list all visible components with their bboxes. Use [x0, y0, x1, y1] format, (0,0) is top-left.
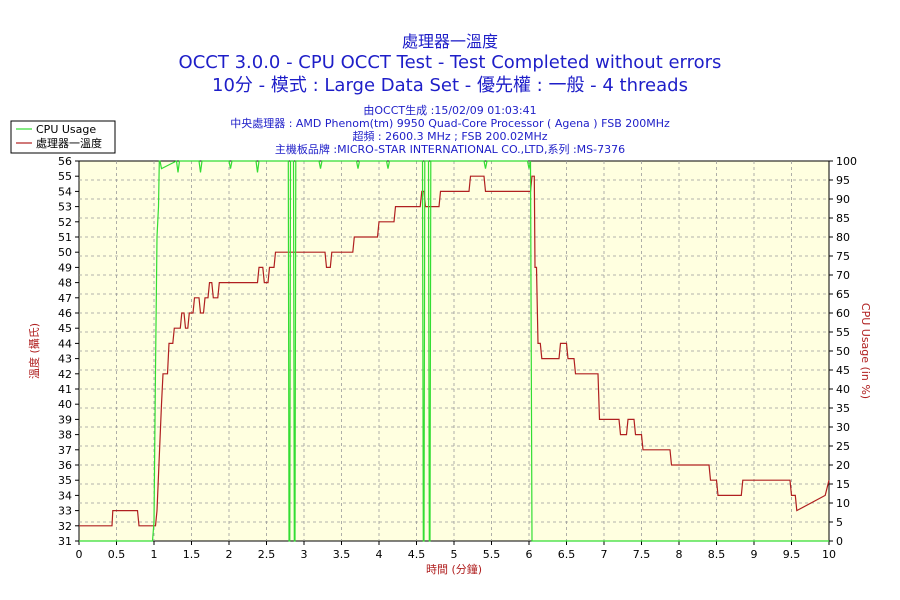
y-left-tick-label: 32 [58, 520, 72, 533]
x-tick-label: 7 [601, 548, 608, 561]
y-left-tick-label: 50 [58, 246, 72, 259]
x-tick-label: 5 [451, 548, 458, 561]
y-right-tick-label: 70 [836, 269, 850, 282]
x-axis-label: 時間 (分鐘) [426, 562, 482, 576]
x-tick-label: 0 [76, 548, 83, 561]
y-right-tick-label: 5 [836, 516, 843, 529]
x-tick-label: 8.5 [708, 548, 726, 561]
chart-subtitle-1: OCCT 3.0.0 - CPU OCCT Test - Test Comple… [179, 52, 722, 73]
info-line-overclock: 超頻 : 2600.3 MHz ; FSB 200.02MHz [352, 129, 547, 143]
y-left-tick-label: 53 [58, 201, 72, 214]
x-tick-label: 4 [376, 548, 383, 561]
x-tick-label: 6.5 [558, 548, 576, 561]
series-line-temperature [79, 175, 830, 527]
y-right-tick-label: 55 [836, 326, 850, 339]
x-tick-label: 0.5 [108, 548, 126, 561]
info-line-motherboard: 主機板品牌 :MICRO-STAR INTERNATIONAL CO.,LTD,… [275, 142, 625, 156]
y-right-tick-label: 85 [836, 212, 850, 225]
x-tick-label: 1 [151, 548, 158, 561]
y-right-tick-label: 100 [836, 155, 857, 168]
x-tick-label: 10 [822, 548, 836, 561]
x-tick-label: 4.5 [408, 548, 426, 561]
y-axis-label-left: 溫度 (攝氏) [27, 323, 41, 379]
legend-box [10, 120, 116, 154]
y-left-tick-label: 36 [58, 459, 72, 472]
y-left-tick-label: 35 [58, 474, 72, 487]
y-left-tick-label: 48 [58, 277, 72, 290]
x-tick-label: 9 [751, 548, 758, 561]
grid-lines [79, 161, 829, 541]
x-tick-label: 2.5 [258, 548, 276, 561]
x-tick-label: 1.5 [183, 548, 201, 561]
y-right-tick-label: 15 [836, 478, 850, 491]
y-right-tick-label: 0 [836, 535, 843, 548]
y-left-tick-label: 39 [58, 413, 72, 426]
y-left-tick-label: 40 [58, 398, 72, 411]
y-left-tick-label: 55 [58, 170, 72, 183]
chart-subtitle-2: 10分 - 模式 : Large Data Set - 優先權 : 一般 - 4… [212, 75, 688, 96]
y-left-tick-label: 45 [58, 322, 72, 335]
y-right-tick-label: 80 [836, 231, 850, 244]
y-left-tick-label: 56 [58, 155, 72, 168]
y-left-tick-label: 54 [58, 185, 72, 198]
y-left-tick-label: 46 [58, 307, 72, 320]
y-left-tick-label: 33 [58, 505, 72, 518]
y-right-tick-label: 75 [836, 250, 850, 263]
y-axis-right-ticks: 0 5 10 15 20 25 30 35 40 45 50 55 60 65 70 75 80 85 90 95 10… [829, 155, 857, 548]
y-left-tick-label: 49 [58, 261, 72, 274]
y-right-tick-label: 45 [836, 364, 850, 377]
chart-title: 處理器一溫度 [402, 32, 498, 51]
x-tick-label: 5.5 [483, 548, 501, 561]
x-tick-label: 6 [526, 548, 533, 561]
y-right-tick-label: 20 [836, 459, 850, 472]
y-left-tick-label: 31 [58, 535, 72, 548]
y-right-tick-label: 25 [836, 440, 850, 453]
y-right-tick-label: 50 [836, 345, 850, 358]
y-left-tick-label: 51 [58, 231, 72, 244]
y-left-tick-label: 44 [58, 337, 72, 350]
legend-label-cpu-usage: CPU Usage [36, 123, 96, 136]
x-tick-label: 7.5 [633, 548, 651, 561]
y-left-tick-label: 52 [58, 216, 72, 229]
y-left-tick-label: 47 [58, 292, 72, 305]
y-right-tick-label: 65 [836, 288, 850, 301]
y-right-tick-label: 90 [836, 193, 850, 206]
x-tick-label: 3 [301, 548, 308, 561]
y-left-tick-label: 41 [58, 383, 72, 396]
y-right-tick-label: 40 [836, 383, 850, 396]
y-right-tick-label: 95 [836, 174, 850, 187]
series-line-cpu-usage [79, 160, 829, 542]
y-right-tick-label: 30 [836, 421, 850, 434]
x-tick-label: 3.5 [333, 548, 351, 561]
x-tick-label: 8 [676, 548, 683, 561]
y-left-tick-label: 42 [58, 368, 72, 381]
series-layer [79, 160, 830, 542]
x-tick-label: 9.5 [783, 548, 801, 561]
y-left-tick-label: 38 [58, 429, 72, 442]
y-right-tick-label: 35 [836, 402, 850, 415]
info-line-cpu: 中央處理器 : AMD Phenom(tm) 9950 Quad-Core Pr… [230, 116, 670, 130]
legend: CPU Usage 處理器一溫度 [10, 120, 116, 154]
y-right-tick-label: 60 [836, 307, 850, 320]
y-left-tick-label: 37 [58, 444, 72, 457]
y-left-tick-label: 34 [58, 489, 72, 502]
x-axis-ticks: 0 0.5 1 1.5 2 2.5 3 3.5 4 4.5 5 5.5 6 6.5 7 7.5 8 8.5 9 9.5… [76, 541, 836, 561]
info-line-generated: 由OCCT生成 :15/02/09 01:03:41 [363, 103, 536, 117]
y-right-tick-label: 10 [836, 497, 850, 510]
y-left-tick-label: 43 [58, 353, 72, 366]
legend-label-temperature: 處理器一溫度 [36, 136, 102, 150]
y-axis-label-right: CPU Usage (in %) [859, 303, 872, 399]
y-axis-left-ticks: 31 32 33 34 35 36 37 38 39 40 41 42 43 44 45 46 47 48 49 50… [58, 155, 79, 548]
x-tick-label: 2 [226, 548, 233, 561]
